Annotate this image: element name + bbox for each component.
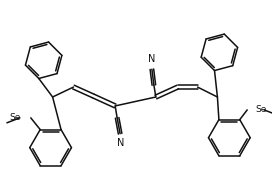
Text: N: N xyxy=(117,138,125,148)
Text: Se: Se xyxy=(255,105,266,114)
Text: Se: Se xyxy=(10,113,21,122)
Text: N: N xyxy=(148,54,156,64)
